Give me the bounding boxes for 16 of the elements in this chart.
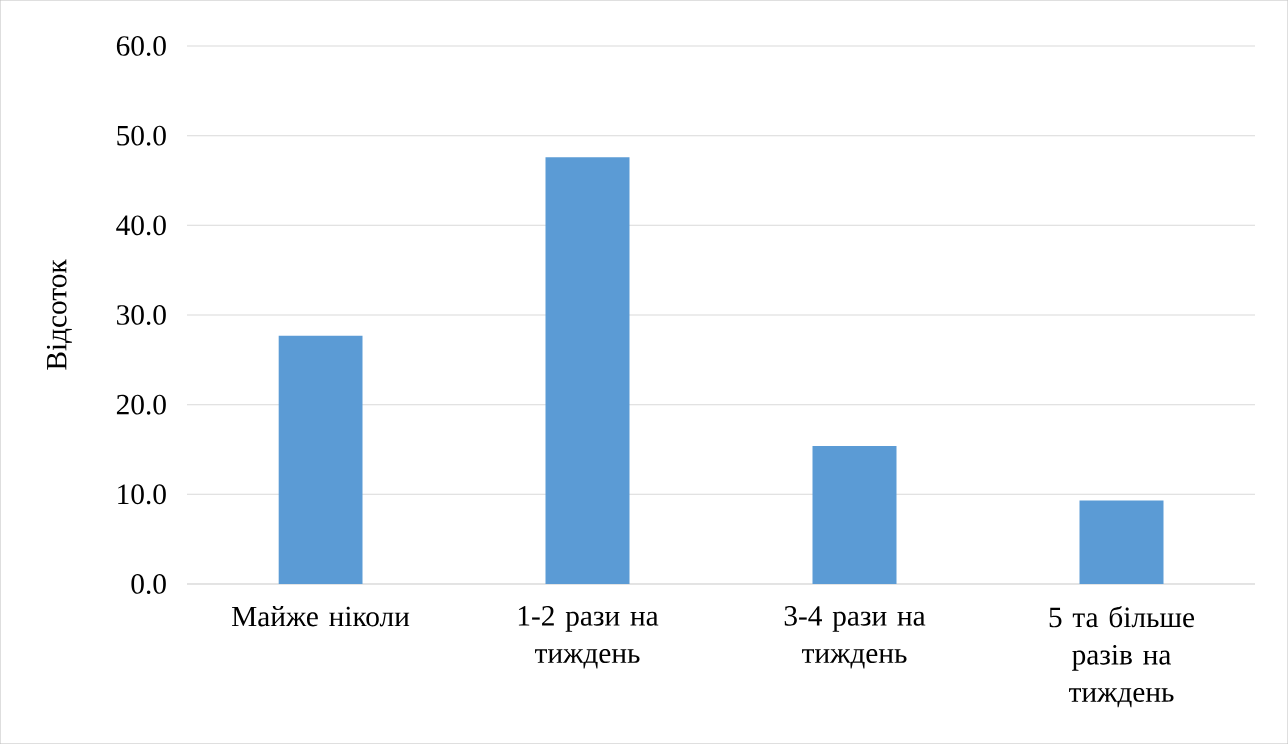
y-tick-label: 20.0 <box>116 394 166 415</box>
y-tick-label: 60.0 <box>116 36 166 56</box>
x-tick-label: 3-4 рази на тиждень <box>784 606 926 669</box>
x-tick-label: Майже ніколи <box>231 606 410 627</box>
y-tick-label: 40.0 <box>116 215 166 236</box>
bar <box>278 335 363 584</box>
x-tick-label: 5 та більше разів на тиждень <box>1049 606 1195 708</box>
y-tick-label: 10.0 <box>118 484 166 505</box>
y-tick-label: 30.0 <box>117 305 166 325</box>
bar <box>812 445 897 584</box>
y-tick-label: 50.0 <box>117 125 166 146</box>
bar <box>545 157 630 584</box>
y-axis-title: Відсоток <box>46 259 72 370</box>
x-tick-label: 1-2 рази на тиждень <box>518 606 659 669</box>
bar <box>1079 500 1164 584</box>
y-tick-label: 0.0 <box>131 574 166 594</box>
